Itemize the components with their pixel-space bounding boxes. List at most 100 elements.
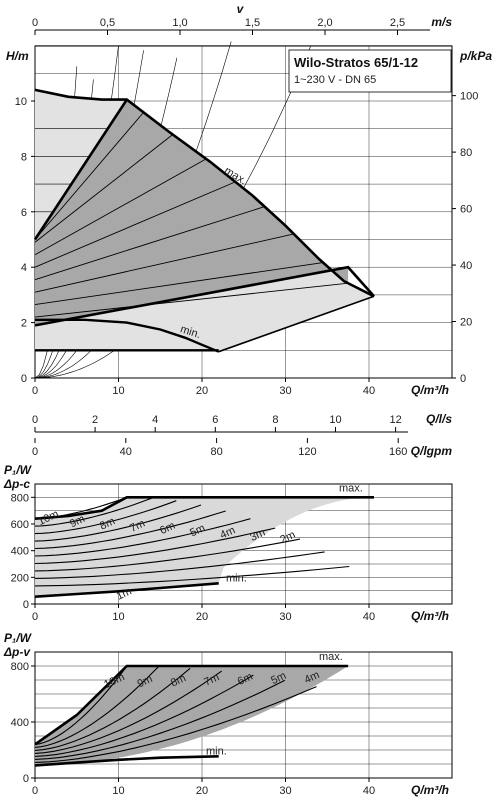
speed-curve	[34, 527, 276, 565]
v-tick-label: 2,0	[317, 17, 332, 29]
v-tick-label: 0	[32, 17, 38, 29]
v-tick-label: 1,0	[172, 17, 187, 29]
ls-tick-label: 4	[152, 414, 158, 426]
power-max-curve	[34, 495, 374, 520]
speed-curve-label: 7m	[202, 671, 221, 688]
x-tick-label: 40	[363, 611, 375, 623]
min-curve	[35, 318, 220, 353]
y2-tick-label: 40	[460, 260, 472, 272]
speed-curve-label: 9m	[68, 513, 87, 530]
speed-curve-label: 6m	[158, 520, 177, 537]
y-tick-label: 6	[21, 207, 27, 219]
speed-curve	[34, 679, 286, 760]
speed-line	[34, 282, 349, 318]
power-ylabel: P₁/W	[4, 463, 33, 477]
speed-curve-label: 6m	[236, 671, 255, 688]
speed-curve-label: 9m	[136, 673, 155, 690]
y2-axis-label: p/kPa	[459, 49, 492, 63]
p-tick-label: 0	[23, 773, 29, 785]
lgpm-unit-label: Q/lgpm	[411, 444, 453, 458]
power-min-curve	[34, 755, 219, 767]
chart-subtitle: 1~230 V - DN 65	[294, 74, 376, 86]
chart-title: Wilo-Stratos 65/1-12	[294, 55, 418, 70]
x-axis-label: Q/m³/h	[411, 383, 449, 397]
operating-range-dark	[35, 99, 349, 326]
lgpm-tick-label: 0	[32, 446, 38, 458]
speed-curve-label: 3m	[248, 527, 267, 544]
velocity-label: v	[237, 2, 245, 16]
title-box	[288, 49, 452, 93]
y2-tick-label: 20	[460, 317, 472, 329]
p-tick-label: 800	[11, 492, 29, 504]
speed-line	[34, 233, 294, 293]
power-max-curve	[34, 664, 349, 746]
x-tick-label: 30	[279, 785, 291, 797]
ls-tick-label: 8	[272, 414, 278, 426]
v-tick-label: 1,5	[245, 17, 260, 29]
power-min-curve	[34, 582, 219, 598]
speed-curve-label: 4m	[218, 524, 237, 541]
speed-line	[34, 134, 174, 243]
speed-curve	[34, 504, 202, 542]
ls-tick-label: 6	[212, 414, 218, 426]
power-min-label: min.	[206, 745, 227, 757]
power-mode-label: Δp-c	[3, 477, 30, 491]
speed-curve	[34, 510, 226, 550]
v-tick-label: 0,5	[100, 17, 115, 29]
ls-unit-label: Q/l/s	[426, 412, 452, 426]
y2-tick-label: 60	[460, 204, 472, 216]
p-tick-label: 0	[23, 599, 29, 611]
v-tick-label: 2,5	[390, 17, 405, 29]
speed-curve	[34, 518, 251, 557]
lgpm-tick-label: 40	[120, 446, 132, 458]
y-tick-label: 10	[15, 96, 27, 108]
y2-tick-label: 80	[460, 147, 472, 159]
speed-curve	[34, 551, 325, 579]
x-tick-label: 40	[363, 385, 375, 397]
speed-curve-label: 8m	[169, 672, 188, 689]
speed-curve	[34, 538, 301, 572]
x-tick-label: 0	[32, 385, 38, 397]
x-tick-label: 10	[112, 385, 124, 397]
speed-line	[34, 262, 324, 306]
velocity-unit: m/s	[431, 15, 452, 29]
x-tick-label: 20	[196, 611, 208, 623]
y-axis-label: H/m	[6, 49, 29, 63]
speed-curve	[34, 666, 159, 748]
power-ylabel: P₁/W	[4, 631, 33, 645]
p-tick-label: 800	[11, 661, 29, 673]
p-tick-label: 600	[11, 519, 29, 531]
ls-tick-label: 0	[32, 414, 38, 426]
speed-curve-label: 5m	[188, 522, 207, 539]
speed-curve-label: 7m	[128, 518, 147, 535]
dp-c-lower-edge	[34, 265, 375, 327]
power-max-label: max.	[339, 482, 363, 494]
p-tick-label: 200	[11, 572, 29, 584]
lgpm-tick-label: 120	[298, 446, 316, 458]
speed-curve	[34, 674, 254, 757]
speed-curve	[34, 500, 177, 535]
y2-tick-label: 100	[460, 91, 478, 103]
speed-curve	[34, 686, 317, 763]
max-curve	[34, 88, 375, 298]
power-mode-label: Δp-v	[3, 645, 31, 659]
speed-curve	[34, 667, 191, 751]
lgpm-tick-label: 160	[389, 446, 407, 458]
ls-tick-label: 12	[389, 414, 401, 426]
speed-curve	[34, 670, 223, 754]
x-axis-label: Q/m³/h	[411, 783, 449, 797]
x-tick-label: 10	[112, 785, 124, 797]
x-tick-label: 20	[196, 785, 208, 797]
y-tick-label: 0	[21, 373, 27, 385]
speed-curve-label: 2m	[278, 529, 297, 546]
lgpm-tick-label: 80	[210, 446, 222, 458]
y-tick-label: 2	[21, 318, 27, 330]
x-tick-label: 40	[363, 785, 375, 797]
x-tick-label: 0	[32, 611, 38, 623]
speed-curve	[34, 497, 152, 527]
x-tick-label: 30	[279, 385, 291, 397]
speed-line	[34, 206, 265, 281]
x-tick-label: 0	[32, 785, 38, 797]
x-tick-label: 10	[112, 611, 124, 623]
y2-tick-label: 0	[460, 373, 466, 385]
